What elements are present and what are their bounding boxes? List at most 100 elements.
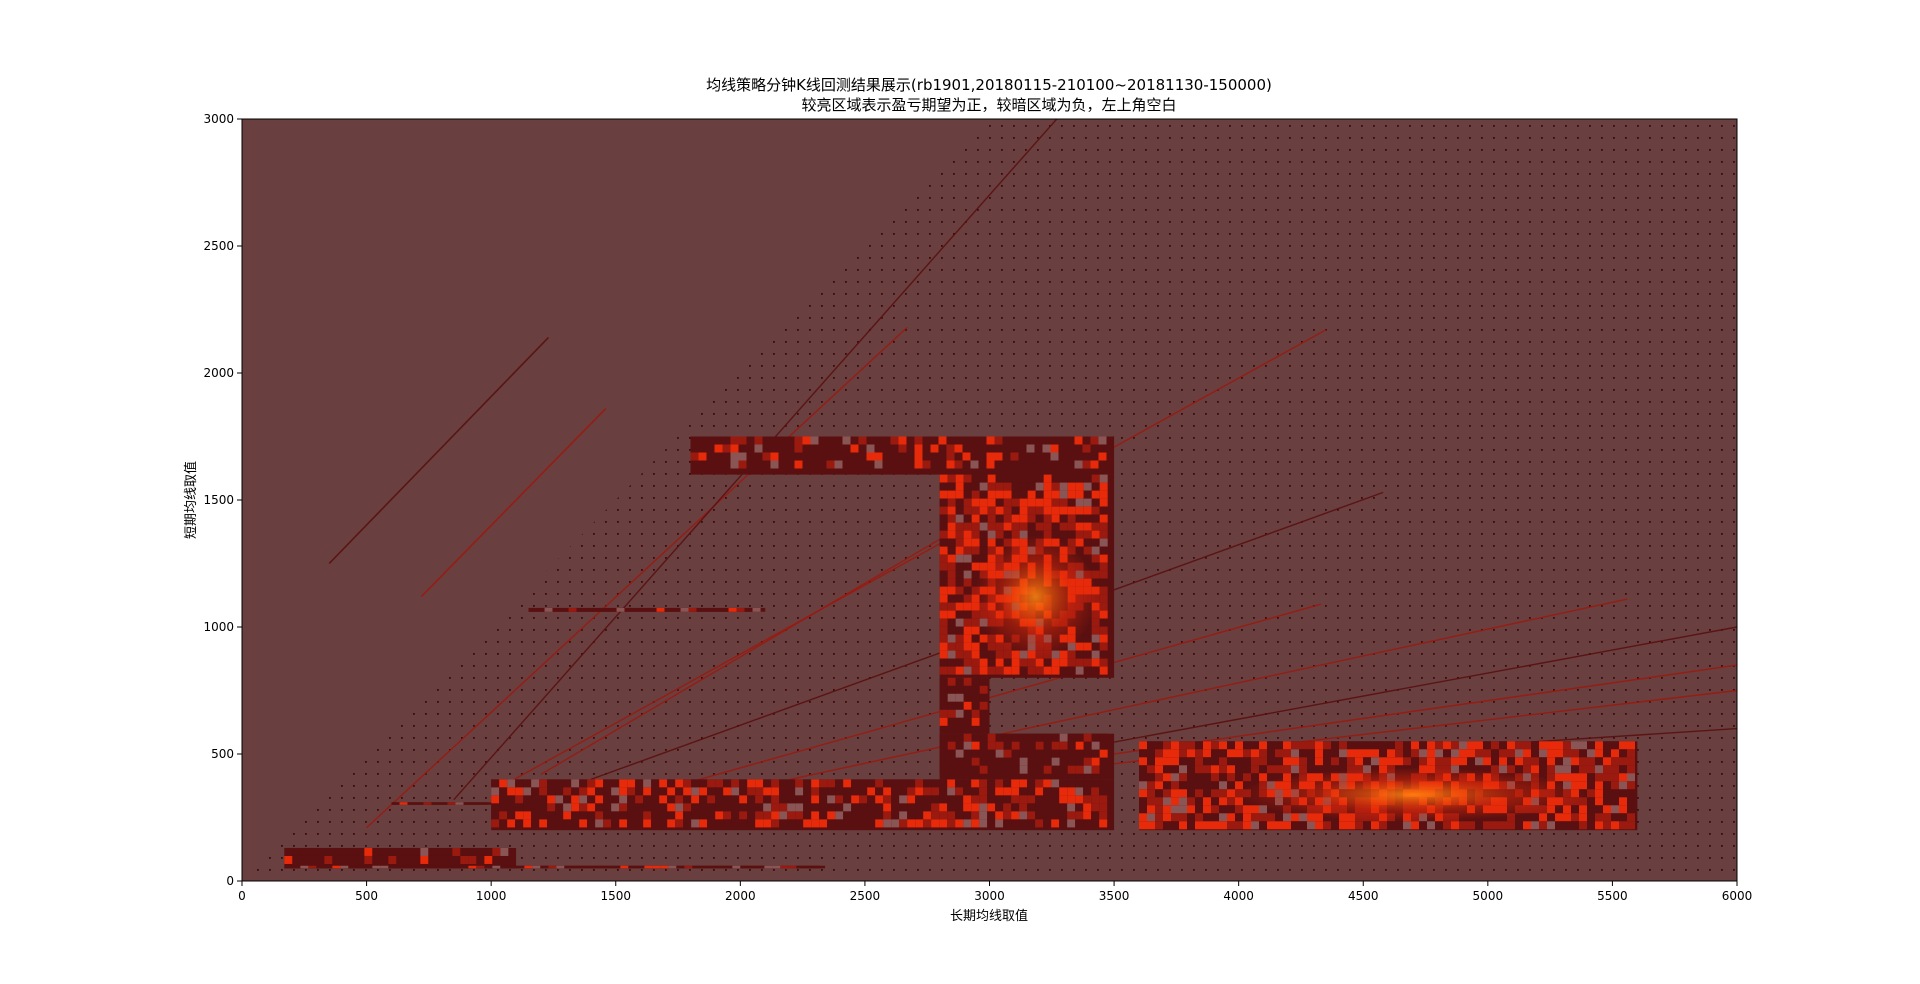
heat-cell <box>946 452 955 461</box>
heat-cell <box>995 522 1004 531</box>
heat-cell <box>391 802 400 805</box>
heat-cell <box>1579 813 1587 822</box>
heat-cell <box>738 452 747 461</box>
heat-cell <box>1082 460 1091 469</box>
heat-cell <box>1595 797 1603 806</box>
heat-cell <box>1403 821 1411 830</box>
heat-cell <box>455 802 464 805</box>
heat-cell <box>675 811 684 820</box>
heat-cell <box>987 538 996 547</box>
heat-cell <box>1067 650 1076 659</box>
heat-cell <box>1187 773 1195 782</box>
heat-cell <box>874 460 883 469</box>
heat-cell <box>763 779 772 788</box>
heat-cell <box>1611 749 1619 758</box>
heat-cell <box>1083 741 1092 750</box>
heat-cell <box>955 554 964 563</box>
chart-title-line-2: 较亮区域表示盈亏期望为正，较暗区域为负，左上角空白 <box>801 96 1176 114</box>
heat-cell <box>1435 741 1443 750</box>
heat-cell <box>699 803 708 812</box>
heat-cell <box>979 514 988 523</box>
heat-cell <box>1339 757 1347 766</box>
heat-cell <box>1195 765 1203 774</box>
heat-cell <box>1603 821 1611 830</box>
heat-cell <box>762 444 771 453</box>
heat-cell <box>691 819 700 828</box>
heat-cell <box>787 795 796 804</box>
heat-cell <box>835 819 844 828</box>
heat-cell <box>1427 741 1435 750</box>
heat-cell <box>651 795 660 804</box>
heat-cell <box>971 685 980 694</box>
heat-cell <box>700 865 709 869</box>
heat-cell <box>592 607 601 612</box>
heat-cell <box>971 733 980 742</box>
hot-spot <box>974 535 1097 658</box>
heat-cell <box>1042 444 1051 453</box>
heat-cell <box>588 865 597 869</box>
heat-cell <box>1091 618 1100 627</box>
heat-cell <box>748 865 757 869</box>
heat-cell <box>907 803 916 812</box>
heat-cell <box>971 522 980 531</box>
heat-cell <box>906 460 915 469</box>
heat-cell <box>1347 765 1355 774</box>
heat-cell <box>1067 498 1076 507</box>
heat-cell <box>746 436 755 445</box>
heat-cell <box>739 819 748 828</box>
heat-cell <box>971 741 980 750</box>
heat-cell <box>834 444 843 453</box>
heat-cell <box>971 749 980 758</box>
heat-cell <box>946 460 955 469</box>
heat-cell <box>1099 757 1108 766</box>
heat-cell <box>1067 658 1076 667</box>
heat-cell <box>747 795 756 804</box>
heat-cell <box>1579 749 1587 758</box>
heat-cell <box>722 452 731 461</box>
heat-cell <box>444 855 453 864</box>
heat-cell <box>627 803 636 812</box>
heat-cell <box>939 594 948 603</box>
heat-cell <box>986 460 995 469</box>
heat-cell <box>922 444 931 453</box>
heat-cell <box>579 787 588 796</box>
heat-cell <box>1075 530 1084 539</box>
heat-cell <box>898 444 907 453</box>
heat-cell <box>971 570 980 579</box>
heat-cell <box>667 811 676 820</box>
heat-cell <box>1066 452 1075 461</box>
heat-cell <box>428 847 437 856</box>
heat-cell <box>979 506 988 515</box>
heat-cell <box>779 787 788 796</box>
heat-cell <box>1403 757 1411 766</box>
heat-cell <box>1035 765 1044 774</box>
heat-cell <box>771 819 780 828</box>
heat-cell <box>994 460 1003 469</box>
diagonal-trace <box>328 336 550 565</box>
heat-cell <box>364 855 373 864</box>
x-tick-label: 3500 <box>1099 889 1130 903</box>
heat-cell <box>939 562 948 571</box>
heat-cell <box>979 795 988 804</box>
heat-cell <box>939 803 948 812</box>
heat-cell <box>1195 741 1203 750</box>
heat-cell <box>571 803 580 812</box>
heat-cell <box>1083 650 1092 659</box>
heat-cell <box>787 811 796 820</box>
heat-cell <box>979 658 988 667</box>
heat-cell <box>939 819 948 828</box>
heat-cell <box>1235 797 1243 806</box>
heat-cell <box>476 855 485 864</box>
heat-cell <box>580 865 589 869</box>
heat-cell <box>1075 733 1084 742</box>
heat-cell <box>508 865 517 869</box>
heat-cell <box>1099 490 1108 499</box>
heat-cell <box>696 607 705 612</box>
heat-cell <box>1483 741 1491 750</box>
heat-cell <box>539 803 548 812</box>
heat-cell <box>552 607 561 612</box>
heat-cell <box>1003 819 1012 828</box>
heat-cell <box>1395 741 1403 750</box>
heat-cell <box>1147 757 1155 766</box>
heat-cell <box>995 811 1004 820</box>
